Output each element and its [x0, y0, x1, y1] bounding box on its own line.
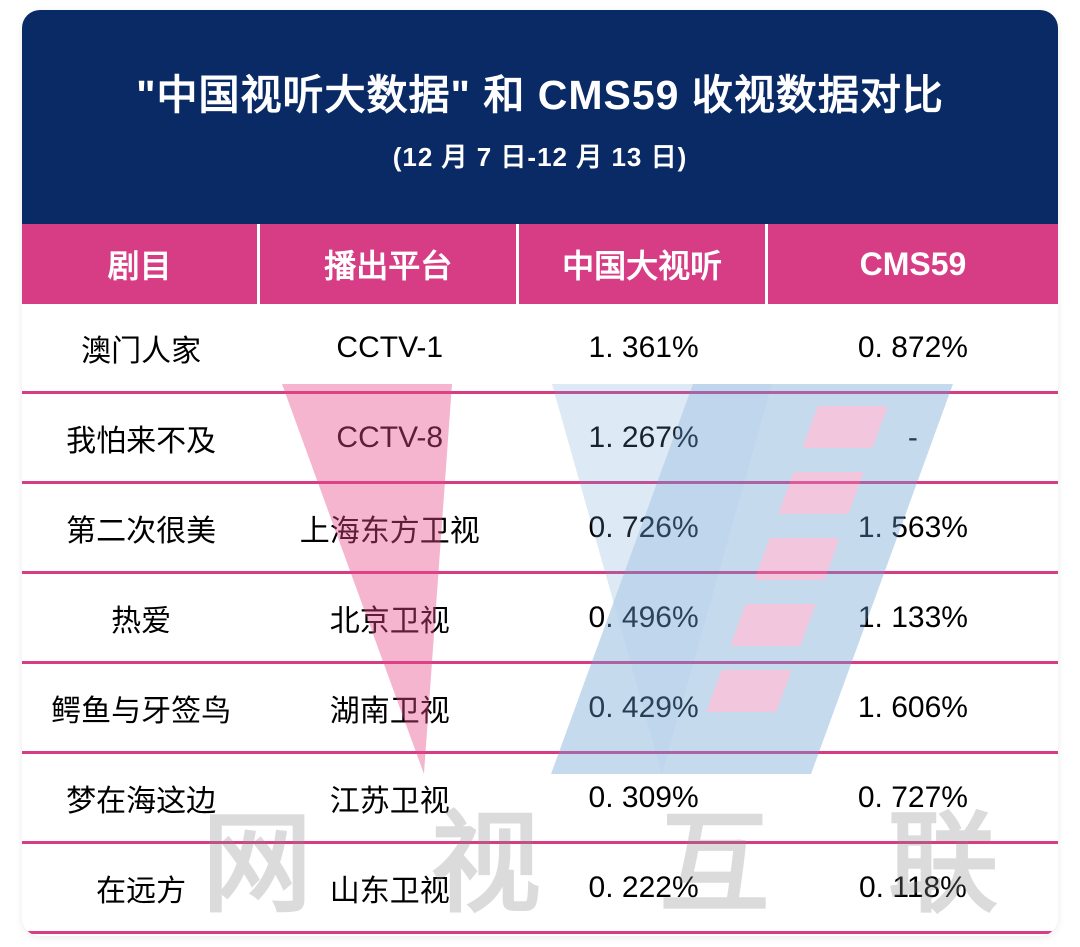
table-row: 澳门人家CCTV-11. 361%0. 872% [22, 304, 1058, 394]
table-cell: CCTV-1 [260, 304, 519, 391]
table-cell: 第二次很美 [22, 484, 260, 571]
table-cell: 鳄鱼与牙签鸟 [22, 664, 260, 751]
table-cell: 1. 267% [519, 394, 768, 481]
card-subtitle: (12 月 7 日-12 月 13 日) [393, 137, 688, 174]
table-cell: 山东卫视 [260, 844, 519, 931]
table-cell: 0. 496% [519, 574, 768, 661]
table-row: 第二次很美上海东方卫视0. 726%1. 563% [22, 484, 1058, 574]
table-cell: 0. 118% [768, 844, 1058, 931]
table-body: 网视互联 澳门人家CCTV-11. 361%0. 872%我怕来不及CCTV-8… [22, 304, 1058, 934]
table-cell: 1. 361% [519, 304, 768, 391]
table-cell: CCTV-8 [260, 394, 519, 481]
table-row: 热爱北京卫视0. 496%1. 133% [22, 574, 1058, 664]
table-cell: 1. 563% [768, 484, 1058, 571]
column-header: 剧目 [22, 224, 260, 304]
table-cell: 热爱 [22, 574, 260, 661]
column-header: CMS59 [768, 224, 1058, 304]
table-cell: 澳门人家 [22, 304, 260, 391]
column-header: 播出平台 [260, 224, 519, 304]
card-title: "中国视听大数据" 和 CMS59 收视数据对比 [136, 61, 944, 121]
table-cell: 1. 606% [768, 664, 1058, 751]
table-cell: 湖南卫视 [260, 664, 519, 751]
table-cell: 0. 727% [768, 754, 1058, 841]
table-cell: 0. 309% [519, 754, 768, 841]
table-row: 我怕来不及CCTV-81. 267%- [22, 394, 1058, 484]
data-card: "中国视听大数据" 和 CMS59 收视数据对比 (12 月 7 日-12 月 … [22, 10, 1058, 936]
table-cell: 北京卫视 [260, 574, 519, 661]
table-header-row: 剧目播出平台中国大视听CMS59 [22, 224, 1058, 304]
table-cell: 在远方 [22, 844, 260, 931]
table-row: 梦在海这边江苏卫视0. 309%0. 727% [22, 754, 1058, 844]
table-cell: 0. 872% [768, 304, 1058, 391]
table-cell: - [768, 394, 1058, 481]
table-cell: 江苏卫视 [260, 754, 519, 841]
table-cell: 1. 133% [768, 574, 1058, 661]
table-cell: 0. 429% [519, 664, 768, 751]
table-cell: 梦在海这边 [22, 754, 260, 841]
table-row: 在远方山东卫视0. 222%0. 118% [22, 844, 1058, 934]
column-header: 中国大视听 [519, 224, 768, 304]
table-cell: 我怕来不及 [22, 394, 260, 481]
table-row: 鳄鱼与牙签鸟湖南卫视0. 429%1. 606% [22, 664, 1058, 754]
table-cell: 0. 726% [519, 484, 768, 571]
table-cell: 上海东方卫视 [260, 484, 519, 571]
table-cell: 0. 222% [519, 844, 768, 931]
card-header: "中国视听大数据" 和 CMS59 收视数据对比 (12 月 7 日-12 月 … [22, 10, 1058, 224]
